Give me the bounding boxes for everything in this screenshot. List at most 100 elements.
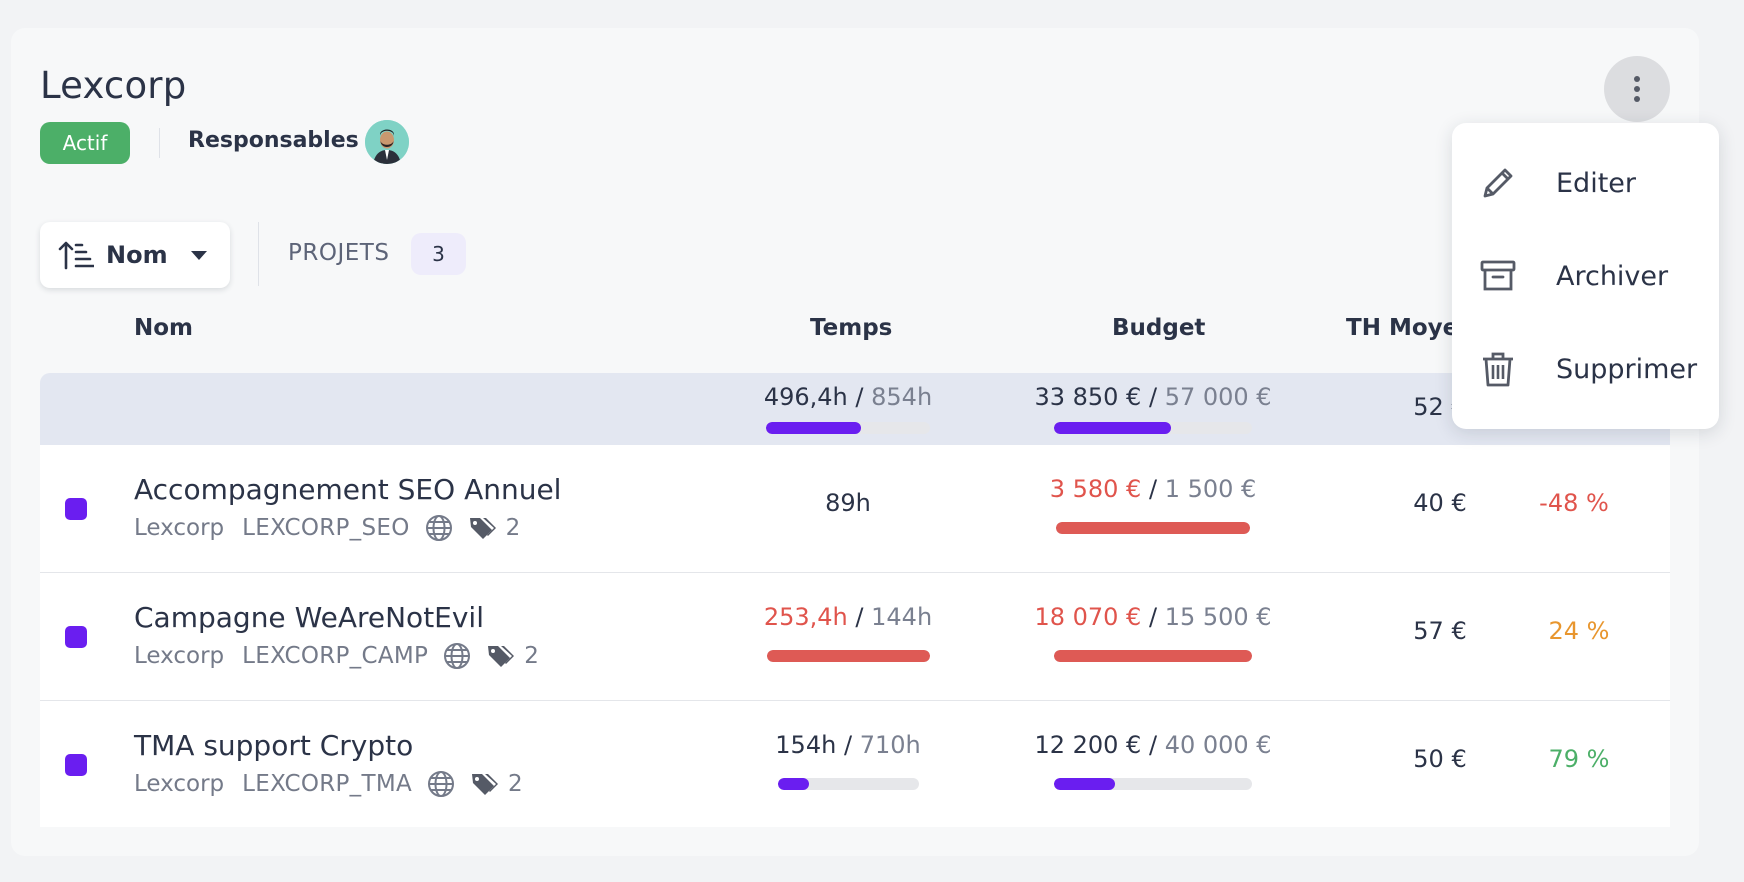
project-budget-separator: / <box>1148 475 1158 503</box>
project-name[interactable]: Accompagnement SEO Annuel <box>134 473 562 506</box>
project-marge: 24 % <box>1548 617 1610 645</box>
project-code: LEXCORP_SEO <box>242 515 410 541</box>
column-header-nom[interactable]: Nom <box>134 315 194 341</box>
menu-item-label: Supprimer <box>1556 353 1698 385</box>
project-temps-separator: / <box>843 731 853 759</box>
projects-label: PROJETS <box>288 240 390 266</box>
project-budget: 3 580 € / 1 500 € <box>1050 475 1257 503</box>
project-temps-separator: / <box>855 603 864 631</box>
menu-item-delete[interactable]: Supprimer <box>1452 329 1719 409</box>
globe-icon <box>442 641 472 671</box>
actions-menu: Editer Archiver Supprimer <box>1452 123 1719 429</box>
projects-count-badge: 3 <box>411 233 466 275</box>
summary-budget: 33 850 € / 57 000 € <box>1034 383 1271 411</box>
project-client: Lexcorp <box>134 771 225 797</box>
project-temps: 253,4h / 144h <box>764 603 932 631</box>
column-header-budget[interactable]: Budget <box>1112 315 1206 341</box>
sort-button[interactable]: Nom <box>40 222 230 288</box>
project-temps-current: 253,4h <box>763 603 848 631</box>
project-budget-current: 3 580 € <box>1049 475 1142 503</box>
summary-budget-current: 33 850 € <box>1034 383 1142 411</box>
divider <box>258 222 259 286</box>
project-color-indicator <box>65 754 87 776</box>
avatar[interactable] <box>365 120 409 164</box>
project-th-moyen: 40 € <box>1413 489 1467 517</box>
menu-item-archive[interactable]: Archiver <box>1452 236 1719 316</box>
project-name[interactable]: TMA support Crypto <box>134 729 414 762</box>
progress-fill <box>1054 422 1171 434</box>
project-temps-progress <box>778 778 919 790</box>
project-budget-current: 18 070 € <box>1034 603 1142 631</box>
table-row[interactable]: TMA support Crypto Lexcorp LEXCORP_TMA 2… <box>40 701 1670 829</box>
summary-temps-total: 854h <box>871 383 933 411</box>
more-vertical-icon <box>1634 76 1640 102</box>
project-budget-total: 40 000 € <box>1164 731 1272 759</box>
projects-table-body: Accompagnement SEO Annuel Lexcorp LEXCOR… <box>40 445 1670 827</box>
summary-budget-progress <box>1054 422 1252 434</box>
summary-temps-current: 496,4h <box>763 383 848 411</box>
client-title: Lexcorp <box>40 64 187 107</box>
sort-ascending-icon <box>58 241 94 270</box>
project-budget-current: 12 200 € <box>1034 731 1142 759</box>
tags-icon <box>470 771 500 797</box>
summary-temps-progress <box>766 422 930 434</box>
project-budget-separator: / <box>1148 731 1158 759</box>
menu-item-label: Editer <box>1556 167 1636 199</box>
project-name[interactable]: Campagne WeAreNotEvil <box>134 601 484 634</box>
project-budget-total: 1 500 € <box>1164 475 1257 503</box>
table-row[interactable]: Campagne WeAreNotEvil Lexcorp LEXCORP_CA… <box>40 573 1670 701</box>
project-budget-separator: / <box>1148 603 1158 631</box>
project-budget: 12 200 € / 40 000 € <box>1034 731 1271 759</box>
divider <box>159 128 160 158</box>
project-budget-progress <box>1054 778 1252 790</box>
project-code: LEXCORP_TMA <box>242 771 413 797</box>
progress-fill <box>766 422 862 434</box>
project-meta: Lexcorp LEXCORP_TMA 2 <box>134 769 523 799</box>
summary-row: 496,4h / 854h 33 850 € / 57 000 € 52 € <box>40 373 1670 445</box>
project-temps: 154h / 710h <box>775 731 920 759</box>
project-temps-total: 144h <box>871 603 933 631</box>
sort-label: Nom <box>106 241 168 269</box>
menu-item-edit[interactable]: Editer <box>1452 143 1719 223</box>
project-budget-progress <box>1056 522 1250 534</box>
project-client: Lexcorp <box>134 515 225 541</box>
progress-fill <box>767 650 930 662</box>
column-header-temps[interactable]: Temps <box>810 315 893 341</box>
project-meta: Lexcorp LEXCORP_SEO 2 <box>134 513 520 543</box>
project-temps-total: 710h <box>859 731 921 759</box>
globe-icon <box>426 769 456 799</box>
archive-icon <box>1478 256 1518 296</box>
project-budget: 18 070 € / 15 500 € <box>1034 603 1271 631</box>
tags-icon <box>486 643 516 669</box>
project-temps-progress <box>767 650 930 662</box>
project-marge: -48 % <box>1539 489 1609 517</box>
project-budget-total: 15 500 € <box>1164 603 1272 631</box>
column-header-th-moyen[interactable]: TH Moye <box>1346 315 1459 341</box>
responsables-label: Responsables <box>188 128 359 153</box>
pencil-icon <box>1478 163 1518 203</box>
project-code: LEXCORP_CAMP <box>242 643 429 669</box>
trash-icon <box>1478 349 1518 389</box>
progress-fill <box>1054 650 1252 662</box>
project-temps-current: 154h <box>775 731 837 759</box>
tag-count: 2 <box>524 643 539 669</box>
progress-fill <box>1056 522 1250 534</box>
project-budget-progress <box>1054 650 1252 662</box>
more-options-button[interactable] <box>1604 56 1670 122</box>
project-th-moyen: 57 € <box>1413 617 1467 645</box>
tag-count: 2 <box>505 515 521 541</box>
menu-item-label: Archiver <box>1556 260 1669 292</box>
status-badge: Actif <box>40 122 130 164</box>
project-th-moyen: 50 € <box>1413 745 1467 773</box>
progress-fill <box>1054 778 1116 790</box>
project-client: Lexcorp <box>134 643 225 669</box>
summary-temps: 496,4h / 854h <box>764 383 932 411</box>
project-color-indicator <box>65 626 87 648</box>
summary-budget-separator: / <box>1148 383 1158 411</box>
project-meta: Lexcorp LEXCORP_CAMP 2 <box>134 641 539 671</box>
summary-temps-separator: / <box>855 383 864 411</box>
project-color-indicator <box>65 498 87 520</box>
summary-budget-total: 57 000 € <box>1164 383 1272 411</box>
table-row[interactable]: Accompagnement SEO Annuel Lexcorp LEXCOR… <box>40 445 1670 573</box>
caret-down-icon <box>190 251 207 260</box>
